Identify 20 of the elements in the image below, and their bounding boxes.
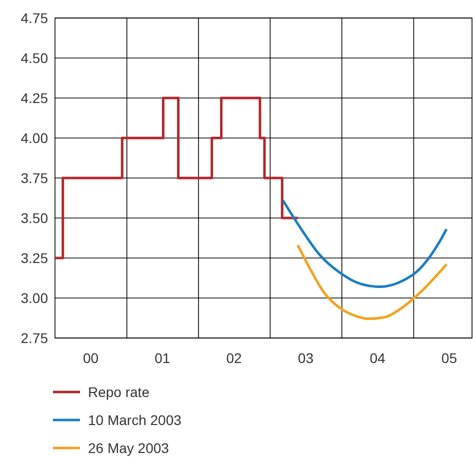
legend-label: 10 March 2003 [88,412,182,428]
x-tick-label: 01 [154,350,170,366]
y-tick-label: 3.75 [20,170,48,186]
legend-label: 26 May 2003 [88,440,170,456]
y-tick-label: 3.25 [20,250,48,266]
y-tick-label: 4.50 [20,50,48,66]
y-tick-label: 2.75 [20,330,48,346]
y-tick-label: 4.25 [20,90,48,106]
y-tick-label: 4.75 [20,10,48,26]
legend-label: Repo rate [88,384,150,400]
line-series [282,199,448,288]
x-tick-label: 05 [441,350,458,366]
x-tick-label: 04 [370,350,386,366]
y-tick-label: 3.00 [20,290,48,306]
y-tick-label: 4.00 [20,130,48,146]
y-tick-label: 3.50 [20,210,48,226]
x-tick-label: 00 [82,350,99,366]
x-tick-label: 03 [298,350,314,366]
line-series [296,244,448,320]
x-tick-label: 02 [226,350,242,366]
